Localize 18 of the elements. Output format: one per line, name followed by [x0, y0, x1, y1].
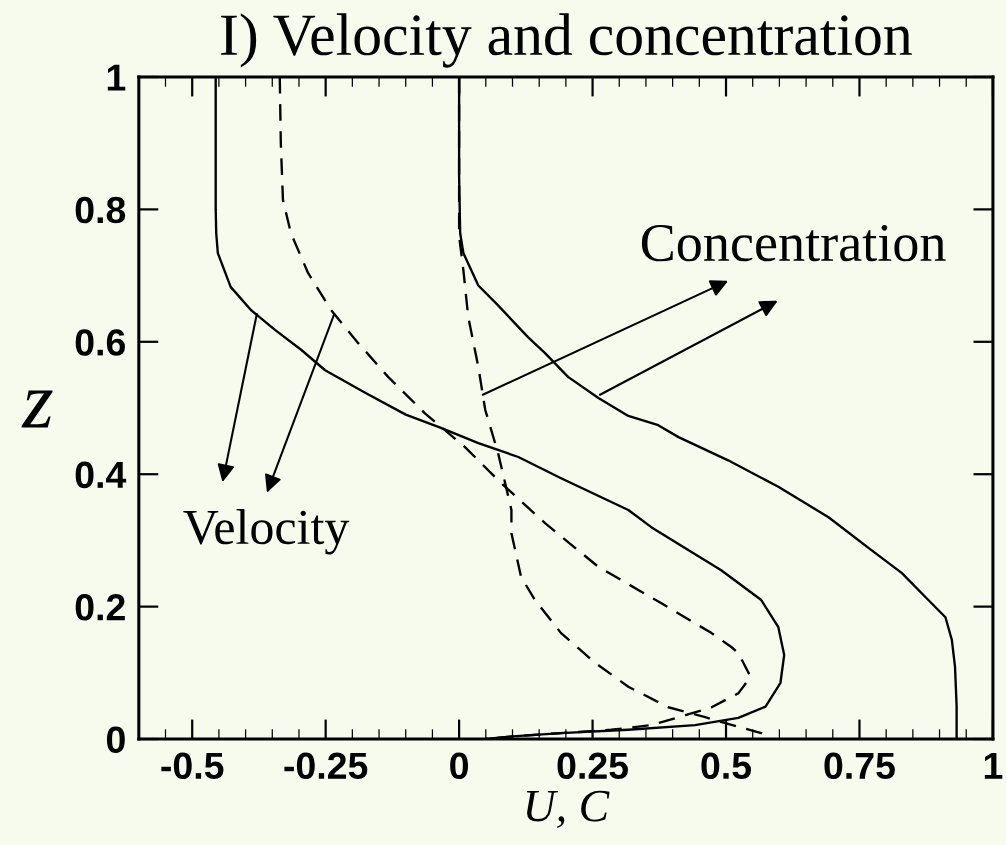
annotation: Concentration: [641, 224, 946, 262]
x-axis-title: U, C: [526, 790, 610, 829]
y-tick-label: 0.8: [75, 196, 126, 224]
y-tick-label: 0.4: [75, 461, 127, 489]
x-tick-label: -0.5: [161, 752, 224, 780]
x-tick-label: -0.25: [284, 752, 368, 780]
x-tick-label: 0.75: [824, 752, 895, 780]
x-tick-label: 1: [984, 752, 1003, 779]
x-tick-label: 0.5: [701, 752, 752, 780]
chart-title: I) Velocity and concentration: [221, 13, 912, 68]
y-tick-label: 0: [106, 726, 125, 753]
x-tick-label: 0: [450, 752, 468, 780]
annotation: Velocity: [183, 509, 350, 555]
y-tick-label: 0.6: [75, 329, 125, 356]
y-axis-title: z: [21, 390, 53, 428]
x-tick-label: 0.25: [557, 752, 629, 780]
y-tick-label: 1: [107, 64, 126, 91]
y-tick-label: 0.2: [75, 594, 125, 621]
